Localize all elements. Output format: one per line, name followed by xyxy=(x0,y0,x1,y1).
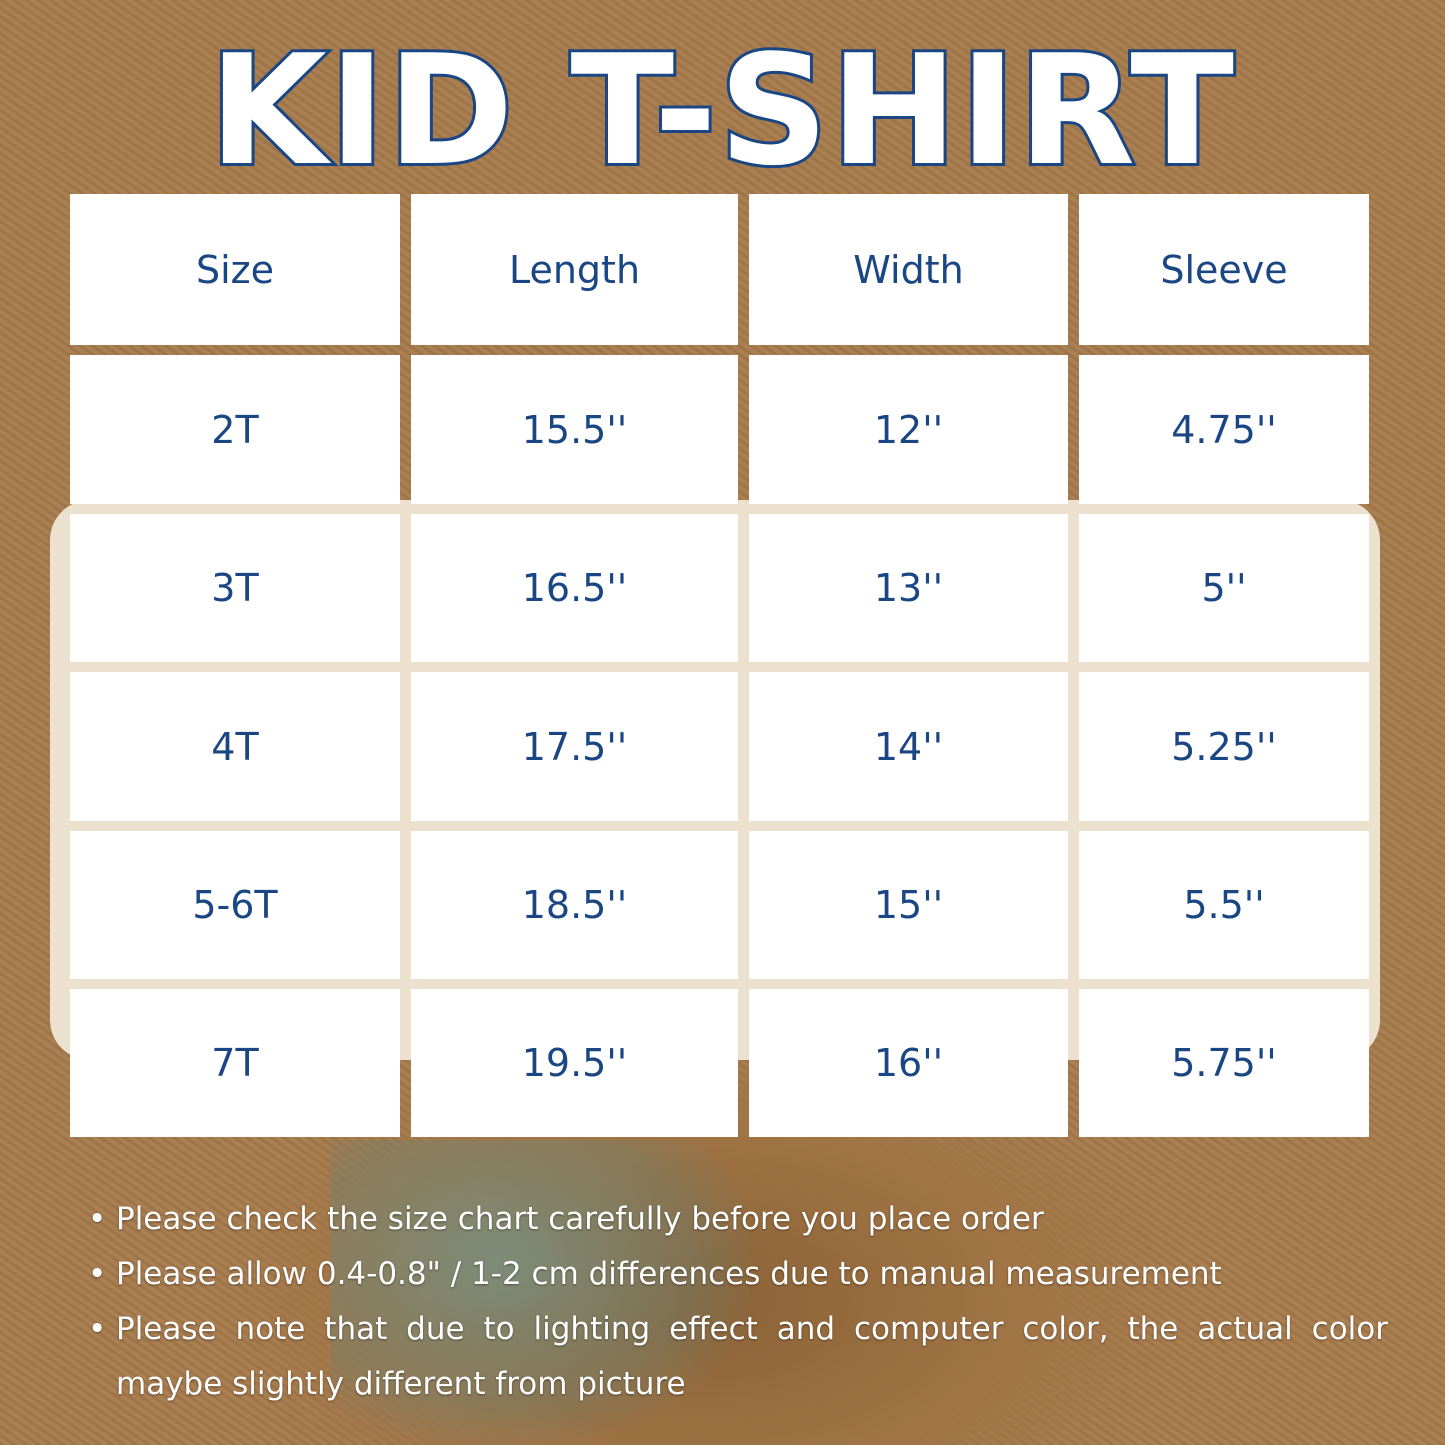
header-sleeve: Sleeve xyxy=(1079,194,1369,345)
eucalyptus-leaves xyxy=(330,1140,750,1445)
cell-size: 4T xyxy=(70,672,400,821)
cell-length: 19.5'' xyxy=(411,989,738,1137)
note-item: • Please check the size chart carefully b… xyxy=(88,1192,1388,1247)
cell-sleeve: 5.75'' xyxy=(1079,989,1369,1137)
cell-size: 7T xyxy=(70,989,400,1137)
cell-length: 16.5'' xyxy=(411,514,738,662)
cell-sleeve: 5.25'' xyxy=(1079,672,1369,821)
cell-width: 12'' xyxy=(749,355,1068,504)
cell-width: 13'' xyxy=(749,514,1068,662)
note-text: Please note that due to lighting effect … xyxy=(116,1311,1388,1402)
page-title: KID T-SHIRT xyxy=(206,19,1237,202)
cell-length: 17.5'' xyxy=(411,672,738,821)
cell-sleeve: 5'' xyxy=(1079,514,1369,662)
note-text: Please check the size chart carefully be… xyxy=(116,1201,1044,1237)
cell-size: 3T xyxy=(70,514,400,662)
header-width: Width xyxy=(749,194,1068,345)
cell-size: 5-6T xyxy=(70,831,400,979)
cell-size: 2T xyxy=(70,355,400,504)
cell-length: 15.5'' xyxy=(411,355,738,504)
header-length: Length xyxy=(411,194,738,345)
header-size: Size xyxy=(70,194,400,345)
note-item: • Please allow 0.4-0.8" / 1-2 cm differen… xyxy=(88,1247,1388,1302)
cell-sleeve: 4.75'' xyxy=(1079,355,1369,504)
note-text: Please allow 0.4-0.8" / 1-2 cm differenc… xyxy=(116,1256,1222,1292)
cell-width: 16'' xyxy=(749,989,1068,1137)
size-table: Size Length Width Sleeve 2T 15.5'' 12'' 4.75'' 3… xyxy=(70,194,1369,1140)
note-item: • Please note that due to lighting effect… xyxy=(88,1302,1388,1412)
notes-list: • Please check the size chart carefully b… xyxy=(88,1192,1388,1412)
cell-width: 14'' xyxy=(749,672,1068,821)
cell-sleeve: 5.5'' xyxy=(1079,831,1369,979)
cell-width: 15'' xyxy=(749,831,1068,979)
cell-length: 18.5'' xyxy=(411,831,738,979)
